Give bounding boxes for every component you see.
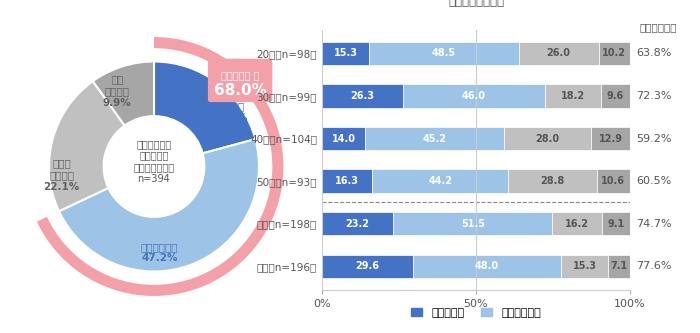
Text: 28.8: 28.8	[540, 176, 565, 186]
Bar	[322, 212, 393, 235]
Text: 23.2: 23.2	[346, 219, 370, 229]
Bar	[597, 169, 630, 193]
Text: 60.5%: 60.5%	[636, 176, 671, 186]
Bar	[413, 254, 561, 278]
Text: 「感じる」 計: 「感じる」 計	[221, 70, 259, 80]
Bar	[608, 254, 630, 278]
Text: 48.0: 48.0	[475, 261, 499, 271]
Text: 68.0%: 68.0%	[214, 83, 267, 98]
Text: 74.7%: 74.7%	[636, 219, 672, 229]
Text: 29.6: 29.6	[356, 261, 379, 271]
Text: 28.0: 28.0	[536, 134, 559, 144]
Wedge shape	[154, 62, 256, 154]
Text: 18.2: 18.2	[561, 91, 584, 101]
Wedge shape	[49, 81, 125, 211]
Bar	[591, 127, 630, 150]
Bar	[322, 127, 365, 150]
Bar	[369, 42, 519, 65]
Bar	[365, 127, 504, 150]
Bar	[372, 169, 508, 193]
Bar	[519, 42, 598, 65]
Text: 45.2: 45.2	[423, 134, 447, 144]
Bar	[393, 212, 552, 235]
Text: 51.5: 51.5	[461, 219, 485, 229]
Text: 44.2: 44.2	[428, 176, 452, 186]
Bar	[545, 84, 601, 108]
Bar	[508, 169, 597, 193]
Text: よく感じる
20.8%: よく感じる 20.8%	[211, 101, 248, 123]
Text: 26.3: 26.3	[351, 91, 374, 101]
Text: あまり
感じない
22.1%: あまり 感じない 22.1%	[43, 158, 80, 191]
Text: 15.3: 15.3	[573, 261, 596, 271]
Bar	[561, 254, 608, 278]
Bar	[601, 84, 630, 108]
Bar	[552, 212, 602, 235]
Text: 16.3: 16.3	[335, 176, 359, 186]
Bar	[322, 84, 403, 108]
Bar	[403, 84, 545, 108]
Text: 14.0: 14.0	[332, 134, 356, 144]
Bar	[322, 169, 372, 193]
Text: 16.2: 16.2	[565, 219, 589, 229]
Text: 63.8%: 63.8%	[636, 49, 671, 59]
Text: 10.2: 10.2	[602, 49, 626, 59]
Text: 77.6%: 77.6%	[636, 261, 672, 271]
Text: 10.6: 10.6	[601, 176, 625, 186]
FancyBboxPatch shape	[209, 59, 272, 102]
Text: 12.9: 12.9	[598, 134, 622, 144]
Text: 【感じる計】: 【感じる計】	[639, 22, 677, 32]
Text: 48.5: 48.5	[432, 49, 456, 59]
Bar	[504, 127, 591, 150]
Text: 72.3%: 72.3%	[636, 91, 672, 101]
Bar	[322, 42, 369, 65]
Text: 26.0: 26.0	[547, 49, 570, 59]
Text: 59.2%: 59.2%	[636, 134, 672, 144]
Text: 9.6: 9.6	[607, 91, 624, 101]
Wedge shape	[59, 139, 259, 271]
Bar	[602, 212, 630, 235]
Bar	[322, 254, 413, 278]
Title: 【世代別／性別】: 【世代別／性別】	[448, 0, 504, 8]
Wedge shape	[93, 62, 154, 126]
Text: たまに感じる
47.2%: たまに感じる 47.2%	[141, 242, 178, 263]
Legend: よく感じる, たまに感じる: よく感じる, たまに感じる	[411, 308, 541, 318]
Text: 自宅の空気に
息苦しさや
よどみを感じる
n=394: 自宅の空気に 息苦しさや よどみを感じる n=394	[134, 139, 174, 184]
Text: 7.1: 7.1	[610, 261, 628, 271]
Text: 46.0: 46.0	[462, 91, 486, 101]
Text: 9.1: 9.1	[608, 219, 624, 229]
Text: 全く
感じない
9.9%: 全く 感じない 9.9%	[103, 74, 132, 108]
Text: 15.3: 15.3	[334, 49, 358, 59]
Bar	[598, 42, 630, 65]
